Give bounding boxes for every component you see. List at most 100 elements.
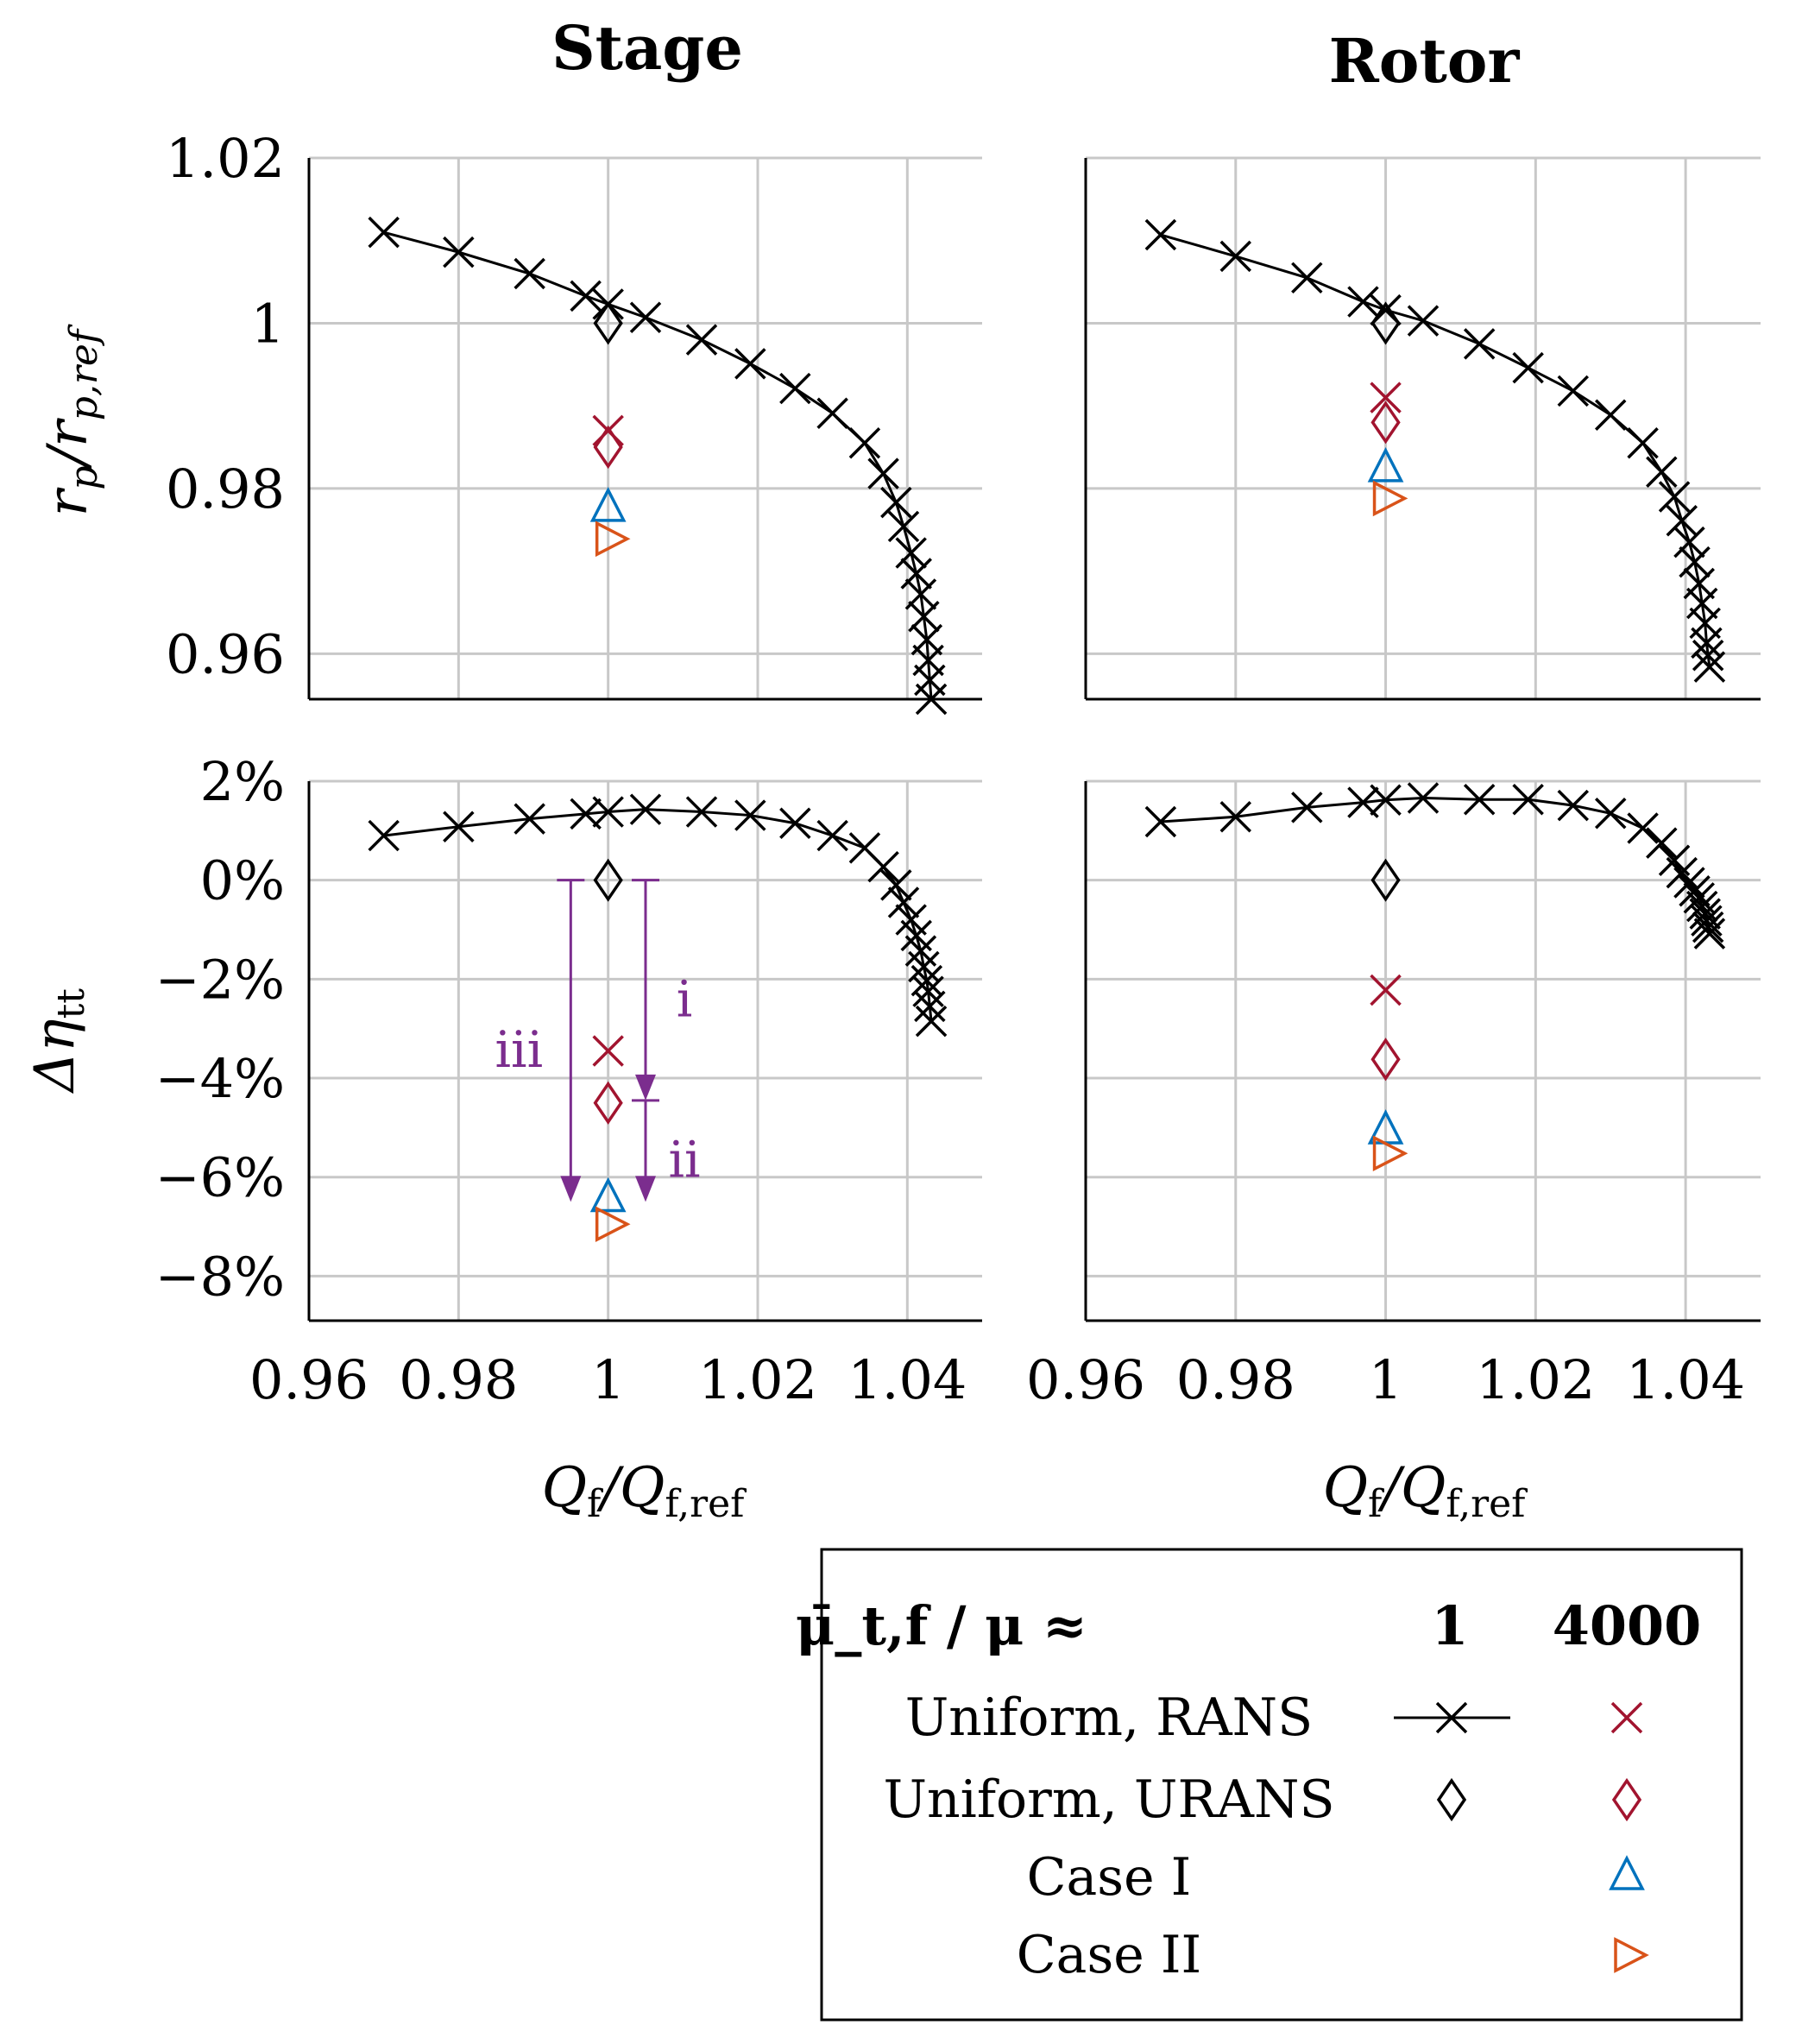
rans-marker: [1689, 898, 1721, 930]
x-axis-label-stage: Qf/Qf,ref: [542, 1456, 747, 1526]
point-uniform-urans-4000: [1370, 401, 1401, 445]
y-axis-label-eta: Δηtt: [23, 988, 93, 1095]
y-tick-label: −6%: [155, 1146, 285, 1209]
rans-marker: [887, 886, 920, 918]
rans-marker: [779, 372, 811, 405]
point-case-ii-4000: [595, 520, 631, 558]
legend-markers: [1394, 1701, 1649, 1973]
rans-marker: [915, 1005, 948, 1038]
rans-marker: [1673, 867, 1705, 899]
x-tick-label: 0.98: [399, 1348, 518, 1411]
rans-marker: [1347, 286, 1379, 318]
rans-marker: [1683, 882, 1715, 914]
annotation-label: iii: [495, 1020, 544, 1079]
point-case-i-4000: [1367, 447, 1404, 483]
legend-marker-case-i: [1609, 1855, 1645, 1890]
rans-marker: [1407, 305, 1440, 337]
x-tick-label: 1: [591, 1348, 625, 1411]
rans-marker: [1673, 526, 1705, 558]
legend-box: [820, 1548, 1743, 2022]
y-axis-label-rp: rp/rp,ref: [36, 324, 106, 516]
legend-header: μ̄_t,f / μ ≈: [796, 1594, 1087, 1657]
column-title-stage: Stage: [551, 12, 743, 84]
y-tick-label: 1: [251, 292, 285, 355]
point-uniform-rans-4000: [1370, 382, 1402, 413]
y-tick-label: 0.98: [166, 457, 285, 520]
rans-marker: [1407, 782, 1440, 814]
x-tick-label: 1: [1369, 1348, 1402, 1411]
panel-rotor-rp: [1084, 156, 1761, 701]
rans-marker: [867, 850, 899, 883]
rans-marker: [1557, 375, 1590, 407]
x-axis-label-rotor: Qf/Qf,ref: [1323, 1456, 1528, 1526]
rans-marker: [1463, 328, 1496, 360]
rans-marker: [685, 796, 718, 828]
rans-marker: [1219, 801, 1252, 833]
panel-stage-rp: 0.96 0.98 1 1.02: [166, 127, 982, 716]
annotation-arrowhead: [635, 1074, 656, 1101]
point-uniform-urans-1: [1370, 858, 1401, 902]
rans-marker: [1512, 351, 1544, 384]
rans-marker: [1219, 240, 1252, 273]
point-uniform-rans-4000: [1370, 974, 1402, 1006]
rans-marker: [1683, 567, 1715, 600]
y-tick-label: −4%: [155, 1047, 285, 1110]
legend-entry-case-ii: Case II: [1017, 1925, 1201, 1985]
rans-marker: [914, 990, 946, 1023]
rans-marker: [1679, 546, 1711, 578]
rans-marker: [915, 683, 948, 716]
rans-marker: [779, 807, 811, 839]
rans-marker: [570, 280, 602, 312]
rans-marker: [514, 803, 545, 835]
x-tick-label: 1.04: [1626, 1348, 1745, 1411]
annotation-arrowhead: [635, 1176, 656, 1202]
rans-marker: [1291, 792, 1323, 823]
legend-marker-rans-4000: [1610, 1701, 1643, 1734]
rans-marker: [1666, 504, 1698, 537]
rans-marker: [1666, 856, 1698, 889]
point-case-i-4000: [589, 1177, 627, 1213]
rans-marker: [734, 799, 766, 831]
y-tick-label: 1.02: [166, 127, 285, 190]
x-tick-label: 1.02: [1476, 1348, 1595, 1411]
rans-marker: [1627, 427, 1659, 459]
point-uniform-urans-1: [593, 858, 623, 902]
rans-marker: [895, 537, 927, 569]
annotation-i: i: [632, 879, 692, 1101]
point-case-ii-4000: [1372, 480, 1408, 517]
legend-col-1: 1: [1431, 1594, 1468, 1657]
rans-marker: [443, 236, 475, 268]
annotation-ii: ii: [632, 1099, 701, 1202]
rans-marker: [1646, 827, 1678, 859]
rans-marker: [1692, 640, 1724, 672]
legend-entry-case-i: Case I: [1027, 1847, 1192, 1908]
y-tick-label: 0%: [200, 849, 285, 912]
rans-marker: [368, 819, 400, 852]
point-case-ii-4000: [1372, 1135, 1408, 1172]
rans-marker: [1557, 789, 1590, 822]
y-tick-label: −8%: [155, 1245, 285, 1308]
point-uniform-rans-4000: [592, 1035, 624, 1067]
rans-marker: [1658, 481, 1691, 513]
point-uniform-urans-1: [593, 301, 623, 345]
rans-marker: [1692, 911, 1724, 943]
rans-marker: [887, 510, 920, 543]
point-uniform-urans-4000: [1370, 1038, 1401, 1082]
rans-marker: [1627, 812, 1659, 844]
point-uniform-urans-4000: [593, 1081, 623, 1125]
point-uniform-urans-1: [1370, 301, 1401, 345]
panels: 0.96 0.98 1 1.02 −8% −6% −4% −2% 0% 2% 0.96 0.98 1 1.…: [155, 127, 1761, 1411]
rans-marker: [880, 869, 912, 901]
legend-col-4000: 4000: [1553, 1594, 1702, 1657]
y-tick-label: 0.96: [166, 622, 285, 685]
rans-marker: [1646, 456, 1678, 488]
rans-marker: [848, 427, 881, 459]
point-case-i-4000: [589, 487, 627, 522]
panel-rotor-eta: 0.96 0.98 1 1.02 1.04: [1026, 779, 1761, 1411]
rans-marker: [1685, 587, 1718, 620]
rans-marker: [1463, 783, 1496, 816]
x-tick-label: 0.98: [1176, 1348, 1295, 1411]
rans-marker: [816, 819, 848, 852]
point-case-ii-4000: [595, 1206, 631, 1243]
